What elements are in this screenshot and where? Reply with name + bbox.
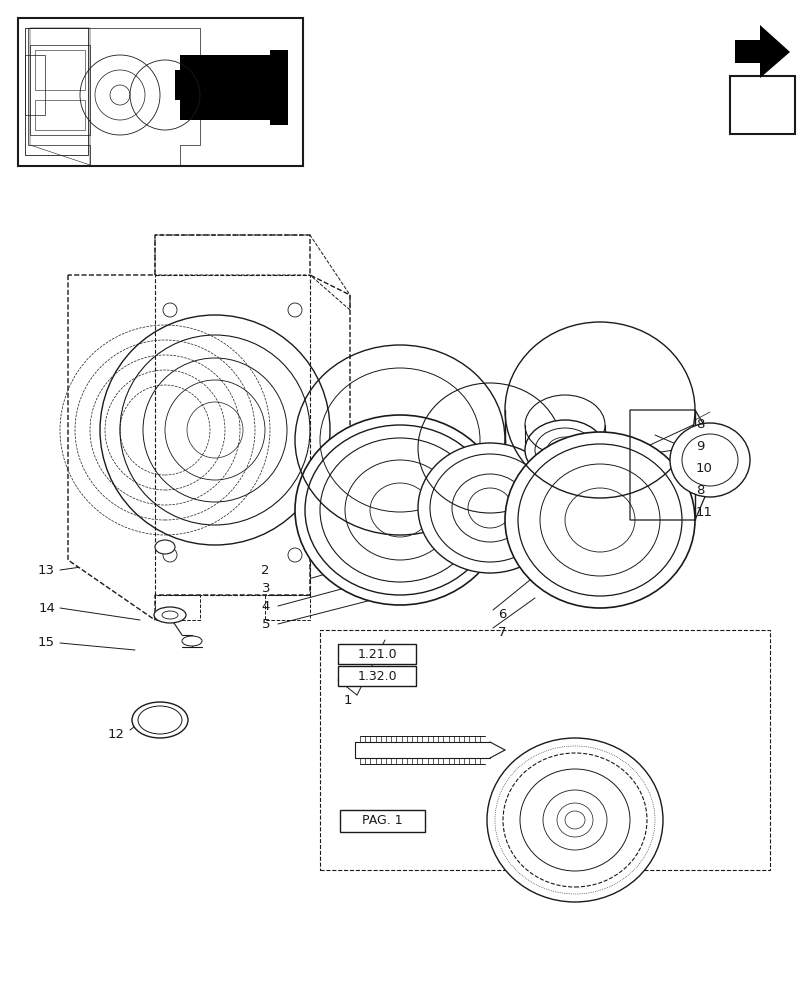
Text: 12: 12 [108, 728, 125, 741]
Ellipse shape [607, 452, 651, 488]
Text: 14: 14 [38, 601, 55, 614]
Bar [30, 45, 90, 135]
Ellipse shape [294, 415, 504, 605]
Bar [337, 666, 415, 686]
Polygon shape [734, 25, 789, 78]
Bar [337, 644, 415, 664]
Polygon shape [661, 478, 694, 488]
Polygon shape [68, 235, 350, 620]
Bar [18, 18, 303, 166]
Text: 13: 13 [38, 564, 55, 576]
Bar [175, 70, 185, 100]
Ellipse shape [504, 432, 694, 608]
Ellipse shape [418, 443, 561, 573]
Ellipse shape [155, 540, 175, 554]
Text: 1: 1 [343, 694, 351, 706]
Text: 8: 8 [695, 485, 703, 497]
Text: PAG. 1: PAG. 1 [362, 814, 402, 827]
Ellipse shape [669, 423, 749, 497]
Ellipse shape [487, 738, 663, 902]
Text: 11: 11 [695, 506, 712, 520]
Bar [340, 810, 424, 832]
Bar [270, 50, 288, 125]
Bar [729, 76, 794, 134]
Bar [35, 50, 85, 90]
Ellipse shape [154, 607, 186, 623]
Text: 1.21.0: 1.21.0 [357, 648, 397, 660]
Text: 7: 7 [497, 626, 506, 640]
Text: 2: 2 [261, 564, 270, 576]
Text: 1.32.0: 1.32.0 [357, 670, 397, 682]
Bar [35, 100, 85, 130]
Bar [25, 55, 45, 115]
Ellipse shape [132, 702, 188, 738]
Bar [320, 630, 769, 870]
Text: 15: 15 [38, 636, 55, 650]
Text: 8: 8 [695, 418, 703, 432]
Bar [255, 60, 285, 115]
Ellipse shape [182, 636, 202, 646]
Ellipse shape [525, 420, 604, 480]
Text: 3: 3 [261, 582, 270, 594]
Ellipse shape [299, 477, 359, 513]
Bar [180, 55, 280, 120]
Text: 10: 10 [695, 462, 712, 476]
Text: 9: 9 [695, 440, 703, 454]
Ellipse shape [100, 315, 329, 545]
Text: 6: 6 [497, 608, 506, 621]
Text: 5: 5 [261, 617, 270, 630]
Text: 4: 4 [261, 599, 270, 612]
